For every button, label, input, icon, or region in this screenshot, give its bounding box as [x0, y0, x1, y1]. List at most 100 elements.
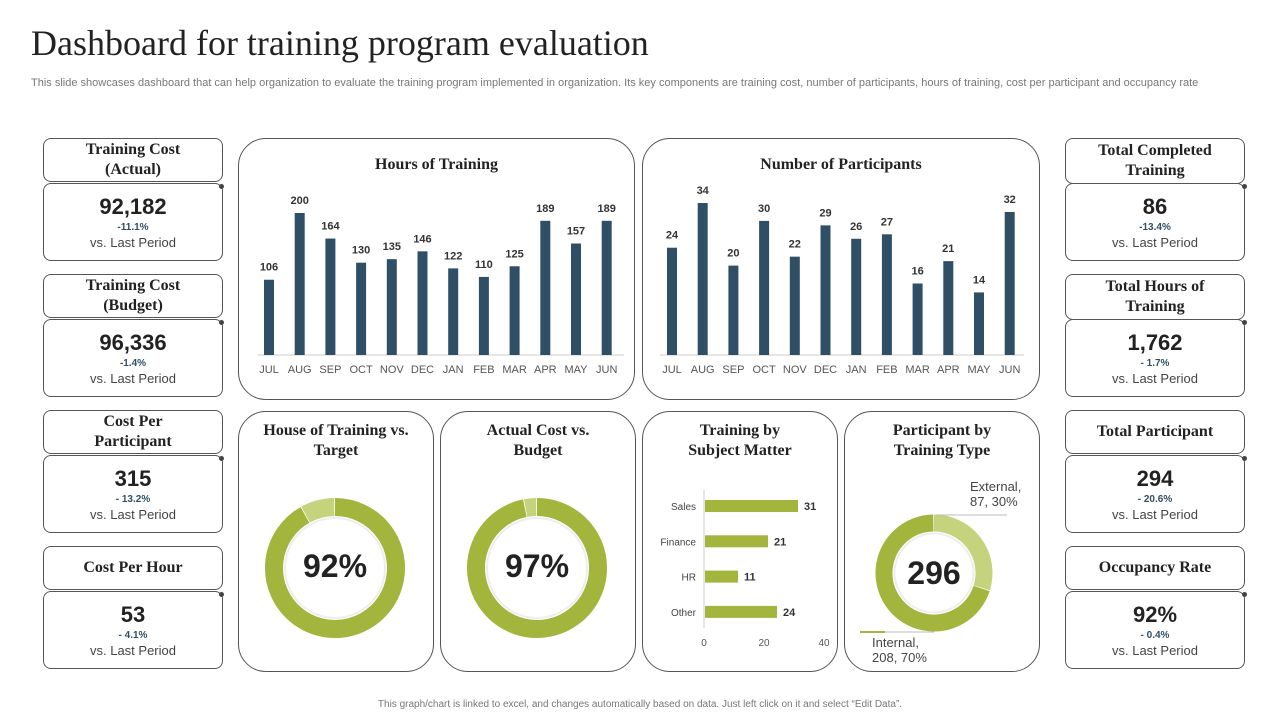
- data-label: 24: [783, 607, 796, 619]
- data-label: 29: [819, 207, 831, 219]
- data-label: 21: [774, 536, 786, 548]
- bar: [851, 238, 862, 355]
- kpi-period: vs. Last Period: [1112, 507, 1198, 522]
- kpi-period: vs. Last Period: [90, 371, 176, 386]
- tick-label: OCT: [349, 364, 373, 376]
- bar: [478, 276, 489, 355]
- page-subtitle: This slide showcases dashboard that can …: [31, 77, 1199, 89]
- data-label: 200: [291, 195, 309, 207]
- target-percent: 92%: [302, 548, 368, 584]
- bar: [325, 238, 336, 355]
- kpi-header: Total Hours of Training: [1065, 274, 1245, 320]
- donut-segment: [301, 498, 335, 523]
- kpi-card: 294 - 20.6% vs. Last Period: [1065, 455, 1245, 533]
- donut-inner-ring: [893, 532, 975, 614]
- tick-label: SEP: [722, 364, 744, 376]
- data-label: 34: [697, 185, 710, 197]
- kpi-card: 92,182 -11.1% vs. Last Period: [43, 183, 223, 261]
- training-type-panel: Participant by Training Type: [844, 411, 1040, 672]
- bar: [509, 266, 520, 355]
- kpi-value: 294: [1136, 466, 1174, 491]
- data-label: 125: [505, 248, 523, 260]
- kpi-card: 92% - 0.4% vs. Last Period: [1065, 591, 1245, 669]
- data-label: 30: [758, 203, 770, 215]
- kpi-card: 53 - 4.1% vs. Last Period: [43, 591, 223, 669]
- data-label: 157: [567, 226, 585, 238]
- connector-dot: [1242, 184, 1247, 189]
- tick-label: AUG: [288, 364, 312, 376]
- bar: [697, 203, 708, 355]
- kpi-change: - 20.6%: [1137, 494, 1173, 505]
- tick-label: JUN: [596, 364, 617, 376]
- kpi-card: 86 -13.4% vs. Last Period: [1065, 183, 1245, 261]
- tick-label: NOV: [783, 364, 808, 376]
- data-label: 110: [475, 259, 493, 271]
- kpi-change: -13.4%: [1139, 222, 1171, 233]
- data-label: 27: [881, 216, 893, 228]
- kpi-period: vs. Last Period: [90, 507, 176, 522]
- data-label: 189: [536, 203, 554, 215]
- data-label: 14: [973, 274, 986, 286]
- bar: [601, 220, 612, 355]
- participants-panel: Number of Participants: [642, 138, 1040, 400]
- donut-inner-ring: [284, 517, 386, 619]
- bar: [417, 251, 428, 355]
- bar: [705, 605, 777, 618]
- external-label: External, 87, 30%: [970, 479, 1022, 509]
- connector-dot: [1242, 592, 1247, 597]
- chart-title: Participant by Training Type: [892, 422, 992, 459]
- kpi-period: vs. Last Period: [1112, 371, 1198, 386]
- donut-inner-ring: [486, 517, 588, 619]
- tick-label: JUN: [999, 364, 1020, 376]
- tick-label: SEP: [319, 364, 341, 376]
- bar: [759, 220, 770, 355]
- chart-title: Number of Participants: [760, 156, 922, 173]
- category-label: Sales: [671, 502, 696, 513]
- bar: [705, 570, 738, 583]
- data-label: 11: [744, 572, 756, 584]
- bar: [448, 268, 459, 355]
- data-label: 31: [804, 501, 816, 513]
- tick-label: MAY: [564, 364, 588, 376]
- footer-note: This graph/chart is linked to excel, and…: [377, 699, 903, 710]
- data-label: 189: [598, 203, 616, 215]
- tick-label: 20: [758, 638, 770, 649]
- data-label: 32: [1004, 194, 1016, 206]
- data-label: 164: [321, 221, 340, 233]
- tick-label: JAN: [846, 364, 867, 376]
- data-label: 122: [444, 250, 462, 262]
- kpi-value: 96,336: [99, 330, 167, 355]
- kpi-card: 315 - 13.2% vs. Last Period: [43, 455, 223, 533]
- budget-percent: 97%: [504, 548, 570, 584]
- panel-title: Actual Cost vs. Budget: [486, 422, 590, 459]
- kpi-value: 92%: [1132, 602, 1178, 627]
- kpi-card: 1,762 - 1.7% vs. Last Period: [1065, 319, 1245, 397]
- chart-title: Training by Subject Matter: [688, 422, 792, 459]
- tick-label: AUG: [691, 364, 715, 376]
- category-label: Other: [671, 608, 697, 619]
- kpi-header: Cost Per Hour: [43, 546, 223, 590]
- kpi-value: 53: [120, 602, 146, 627]
- bar: [705, 535, 768, 548]
- data-label: 146: [413, 233, 431, 245]
- tick-label: JUL: [662, 364, 682, 376]
- kpi-header: Total Participant: [1065, 410, 1245, 454]
- donut-segment: [875, 514, 990, 632]
- participant-total: 296: [907, 555, 961, 591]
- kpi-card: 96,336 -1.4% vs. Last Period: [43, 319, 223, 397]
- data-label: 16: [911, 265, 923, 277]
- data-label: 21: [942, 243, 954, 255]
- tick-label: APR: [534, 364, 557, 376]
- bar: [540, 220, 551, 355]
- tick-label: 40: [818, 638, 830, 649]
- kpi-header: Training Cost (Budget): [43, 274, 223, 318]
- bar: [356, 262, 367, 355]
- connector-dot: [219, 592, 224, 597]
- tick-label: 0: [701, 638, 707, 649]
- tick-label: MAY: [967, 364, 991, 376]
- tick-label: MAR: [502, 364, 527, 376]
- data-label: 26: [850, 221, 862, 233]
- internal-label: Internal, 208, 70%: [872, 635, 927, 665]
- kpi-value: 1,762: [1127, 330, 1183, 355]
